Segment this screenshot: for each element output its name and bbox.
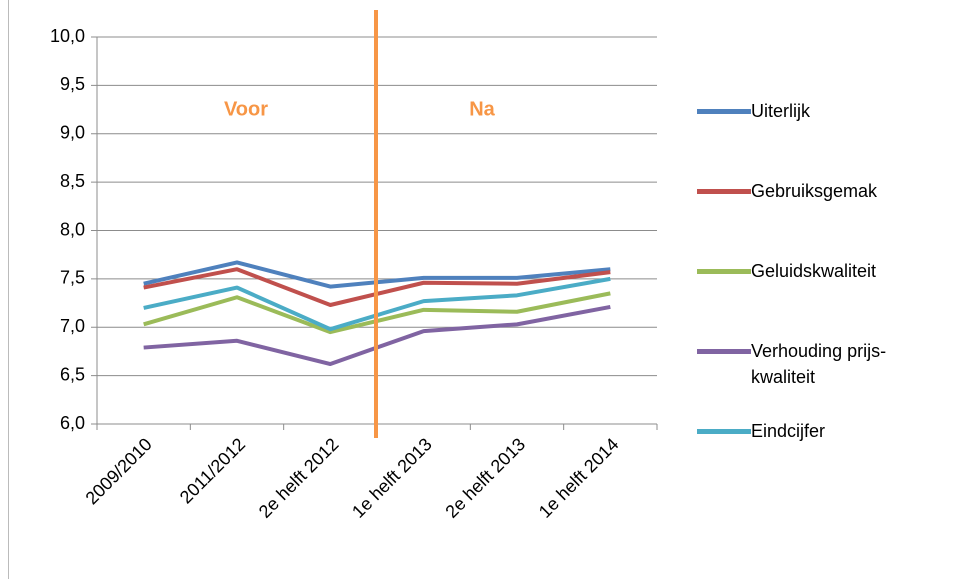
y-tick-label: 10,0	[50, 26, 85, 46]
legend-item: Geluidskwaliteit	[697, 260, 937, 340]
y-tick-label: 6,5	[60, 364, 85, 384]
x-tick-label: 2009/2010	[82, 434, 156, 508]
legend-swatch	[697, 109, 751, 114]
y-tick-label: 7,5	[60, 268, 85, 288]
legend-label: Gebruiksgemak	[751, 181, 878, 201]
legend-item: Gebruiksgemak	[697, 180, 937, 260]
y-tick-label: 7,0	[60, 316, 85, 336]
chart-frame	[8, 0, 9, 579]
x-tick-label: 2e helft 2013	[441, 434, 529, 522]
legend-item: Uiterlijk	[697, 100, 937, 180]
legend-swatch	[697, 349, 751, 354]
legend-label: Uiterlijk	[751, 101, 811, 121]
legend-swatch	[697, 189, 751, 194]
y-tick-label: 6,0	[60, 413, 85, 433]
legend-item: Eindcijfer	[697, 420, 937, 500]
legend-swatch	[697, 429, 751, 434]
y-tick-label: 8,5	[60, 171, 85, 191]
x-tick-label: 2011/2012	[176, 434, 249, 507]
x-tick-label: 2e helft 2012	[255, 434, 343, 522]
legend-label: Eindcijfer	[751, 421, 826, 441]
x-tick-label: 1e helft 2013	[348, 434, 436, 522]
legend-swatch	[697, 269, 751, 274]
legend-label: Verhouding prijs-kwaliteit	[751, 341, 887, 387]
annotation: Voor	[224, 98, 268, 120]
y-tick-label: 9,5	[60, 74, 85, 94]
legend-item: Verhouding prijs-kwaliteit	[697, 340, 937, 420]
annotation: Na	[469, 98, 495, 120]
y-tick-label: 8,0	[60, 219, 85, 239]
legend-label: Geluidskwaliteit	[751, 261, 877, 281]
x-tick-label: 1e helft 2014	[535, 434, 623, 522]
y-tick-label: 9,0	[60, 123, 85, 143]
legend: Uiterlijk Gebruiksgemak Geluidskwaliteit Ve…	[697, 100, 937, 500]
